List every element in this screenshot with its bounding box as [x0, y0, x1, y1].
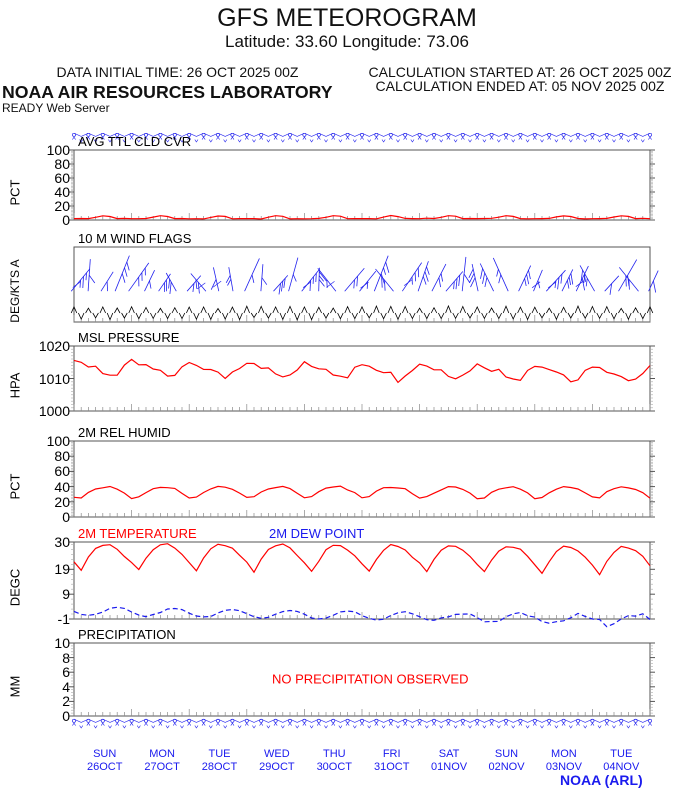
svg-text:2M TEMPERATURE: 2M TEMPERATURE — [78, 526, 197, 541]
svg-text:NO PRECIPITATION OBSERVED: NO PRECIPITATION OBSERVED — [272, 672, 468, 687]
svg-text:10 M WIND FLAGS: 10 M WIND FLAGS — [78, 231, 192, 246]
svg-text:2M DEW POINT: 2M DEW POINT — [269, 526, 364, 541]
svg-text:AVG TTL CLD CVR: AVG TTL CLD CVR — [78, 134, 191, 149]
svg-text:MSL PRESSURE: MSL PRESSURE — [78, 330, 180, 345]
svg-text:2M REL HUMID: 2M REL HUMID — [78, 425, 171, 440]
svg-text:PRECIPITATION: PRECIPITATION — [78, 627, 176, 642]
